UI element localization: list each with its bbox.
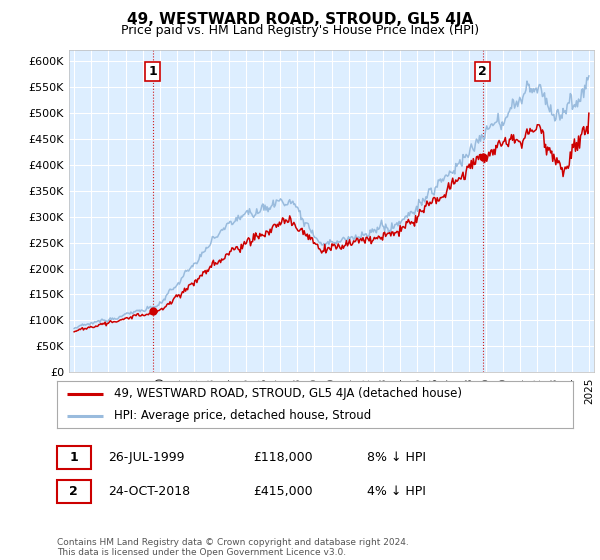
Text: £415,000: £415,000	[253, 485, 313, 498]
Text: 49, WESTWARD ROAD, STROUD, GL5 4JA: 49, WESTWARD ROAD, STROUD, GL5 4JA	[127, 12, 473, 27]
Text: Price paid vs. HM Land Registry's House Price Index (HPI): Price paid vs. HM Land Registry's House …	[121, 24, 479, 36]
Text: HPI: Average price, detached house, Stroud: HPI: Average price, detached house, Stro…	[114, 409, 371, 422]
Text: £118,000: £118,000	[253, 451, 313, 464]
Text: 8% ↓ HPI: 8% ↓ HPI	[367, 451, 425, 464]
Text: 4% ↓ HPI: 4% ↓ HPI	[367, 485, 425, 498]
Text: Contains HM Land Registry data © Crown copyright and database right 2024.
This d: Contains HM Land Registry data © Crown c…	[57, 538, 409, 557]
Text: 1: 1	[70, 451, 78, 464]
Text: 49, WESTWARD ROAD, STROUD, GL5 4JA (detached house): 49, WESTWARD ROAD, STROUD, GL5 4JA (deta…	[114, 387, 462, 400]
Text: 2: 2	[70, 485, 78, 498]
Text: 26-JUL-1999: 26-JUL-1999	[109, 451, 185, 464]
Text: 2: 2	[478, 65, 487, 78]
Text: 24-OCT-2018: 24-OCT-2018	[109, 485, 191, 498]
FancyBboxPatch shape	[57, 446, 91, 469]
Text: 1: 1	[148, 65, 157, 78]
FancyBboxPatch shape	[57, 480, 91, 503]
